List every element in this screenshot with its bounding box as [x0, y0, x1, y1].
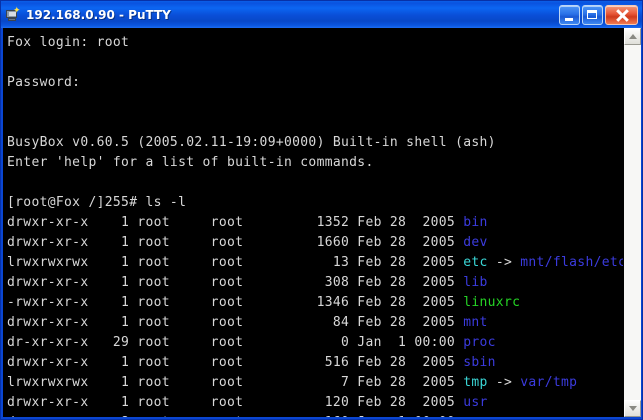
ls-row-dev: drwxr-xr-x 1 root root 1660 Feb 28 2005 … — [7, 235, 488, 250]
terminal-scrollbar[interactable] — [623, 28, 641, 417]
terminal-output[interactable]: Fox login: root Password: BusyBox v0.60.5 … — [3, 28, 623, 417]
ls-row-var: drwxr-xr-x 8 root root 160 Jan 1 00:00 v… — [7, 413, 623, 417]
ls-row-tmp: lrwxrwxrwx 1 root root 7 Feb 28 2005 tmp… — [7, 375, 578, 390]
password-prompt: Password: — [7, 75, 81, 90]
title-bar[interactable]: ✦ 192.168.0.90 - PuTTY — [1, 1, 642, 28]
ls-row-linuxrc: -rwxr-xr-x 1 root root 1346 Feb 28 2005 … — [7, 295, 521, 310]
ls-row-lib: drwxr-xr-x 1 root root 308 Feb 28 2005 l… — [7, 275, 488, 290]
minimize-icon — [565, 17, 573, 21]
blank-4 — [7, 173, 623, 193]
close-button[interactable] — [605, 4, 638, 25]
putty-terminal-icon: ✦ — [5, 6, 21, 23]
scroll-down-button[interactable] — [623, 400, 641, 417]
maximize-button[interactable] — [582, 4, 603, 25]
login-prompt: Fox login: root — [7, 35, 130, 50]
blank-2 — [7, 93, 623, 113]
scroll-up-button[interactable] — [623, 28, 641, 45]
command-ls: [root@Fox /]255# ls -l — [7, 195, 187, 210]
minimize-button[interactable] — [559, 4, 580, 25]
help-hint: Enter 'help' for a list of built-in comm… — [7, 155, 374, 170]
window-body: Fox login: root Password: BusyBox v0.60.5 … — [1, 28, 642, 419]
scroll-down-arrow-icon — [628, 406, 637, 411]
ls-row-etc: lrwxrwxrwx 1 root root 13 Feb 28 2005 et… — [7, 255, 623, 270]
ls-row-proc: dr-xr-xr-x 29 root root 0 Jan 1 00:00 pr… — [7, 335, 496, 350]
window-controls — [559, 4, 640, 25]
ls-row-usr: drwxr-xr-x 1 root root 120 Feb 28 2005 u… — [7, 395, 488, 410]
busybox-banner: BusyBox v0.60.5 (2005.02.11-19:09+0000) … — [7, 135, 496, 150]
ls-row-sbin: drwxr-xr-x 1 root root 516 Feb 28 2005 s… — [7, 355, 496, 370]
scroll-up-arrow-icon — [628, 34, 637, 39]
ls-row-bin: drwxr-xr-x 1 root root 1352 Feb 28 2005 … — [7, 215, 488, 230]
window-title: 192.168.0.90 - PuTTY — [26, 7, 171, 22]
blank-3 — [7, 113, 623, 133]
ls-row-mnt: drwxr-xr-x 1 root root 84 Feb 28 2005 mn… — [7, 315, 488, 330]
blank-1 — [7, 53, 623, 73]
scrollbar-track[interactable] — [623, 45, 641, 400]
maximize-icon — [587, 9, 597, 19]
